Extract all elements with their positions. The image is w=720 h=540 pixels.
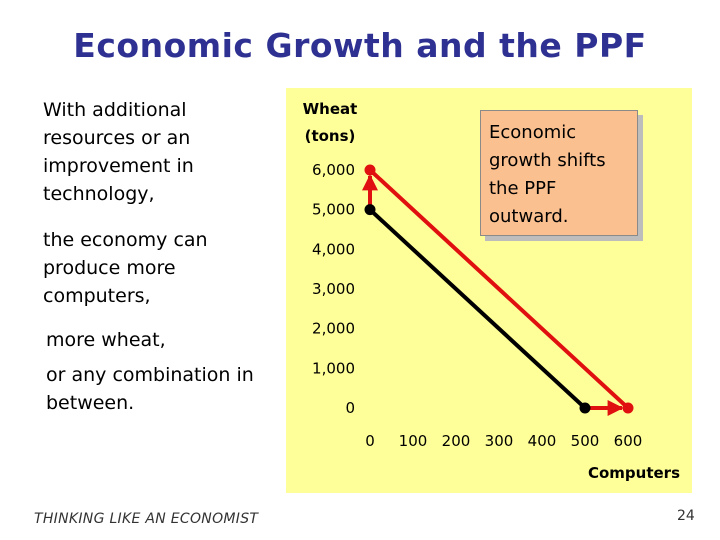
new-ppf-point [622,402,634,414]
x-tick-label: 500 [571,432,600,450]
x-tick-label: 200 [442,432,471,450]
x-tick-label: 0 [365,432,375,450]
text-any-combination: or any combination in between. [46,364,254,414]
callout-box: Economic growth shifts the PPF outward. [480,110,638,236]
footer-text: THINKING LIKE AN ECONOMIST [34,511,259,527]
y-tick-label: 0 [345,399,355,417]
y-tick-label: 4,000 [312,240,355,258]
y-axis-label-line-0: Wheat [303,100,358,118]
x-tick-label: 300 [485,432,514,450]
y-axis-label: Wheat (tons) [303,100,358,145]
new-ppf-point [364,164,376,176]
y-axis-label-line-1: (tons) [305,127,356,145]
shift-arrows [362,174,624,416]
ppf-endpoints [364,164,634,414]
new-ppf-line [368,168,630,410]
original-ppf-point [364,204,376,216]
x-tick-label: 400 [528,432,557,450]
y-tick-label: 2,000 [312,320,355,338]
ppf-lines [368,168,630,410]
original-ppf-line [368,207,587,410]
original-ppf-point [579,402,591,414]
slide-title: Economic Growth and the PPF [73,26,647,65]
y-tick-label: 1,000 [312,359,355,377]
x-axis-label: Computers [588,464,680,482]
text-more-computers: the economy can produce more computers, [43,229,208,307]
page-number: 24 [677,508,695,524]
x-tick-labels: 0 100 200 300 400 500 600 [365,432,642,450]
text-additional-resources: With additional resources or an improvem… [43,99,194,205]
y-tick-label: 3,000 [312,280,355,298]
y-tick-label: 6,000 [312,161,355,179]
y-tick-label: 5,000 [312,201,355,219]
y-tick-labels: 0 1,000 2,000 3,000 4,000 5,000 6,000 [312,161,355,417]
x-tick-label: 600 [614,432,643,450]
x-tick-label: 100 [399,432,428,450]
text-more-wheat: more wheat, [46,329,166,351]
